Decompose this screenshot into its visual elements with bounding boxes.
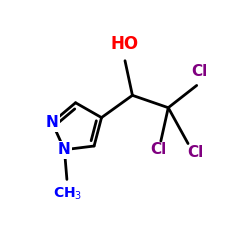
Text: CH$_3$: CH$_3$	[54, 186, 83, 202]
Text: HO: HO	[111, 35, 139, 53]
Text: Cl: Cl	[150, 142, 166, 157]
Text: Cl: Cl	[187, 145, 204, 160]
Text: N: N	[46, 115, 58, 130]
Text: N: N	[58, 142, 71, 157]
Text: Cl: Cl	[191, 64, 207, 79]
